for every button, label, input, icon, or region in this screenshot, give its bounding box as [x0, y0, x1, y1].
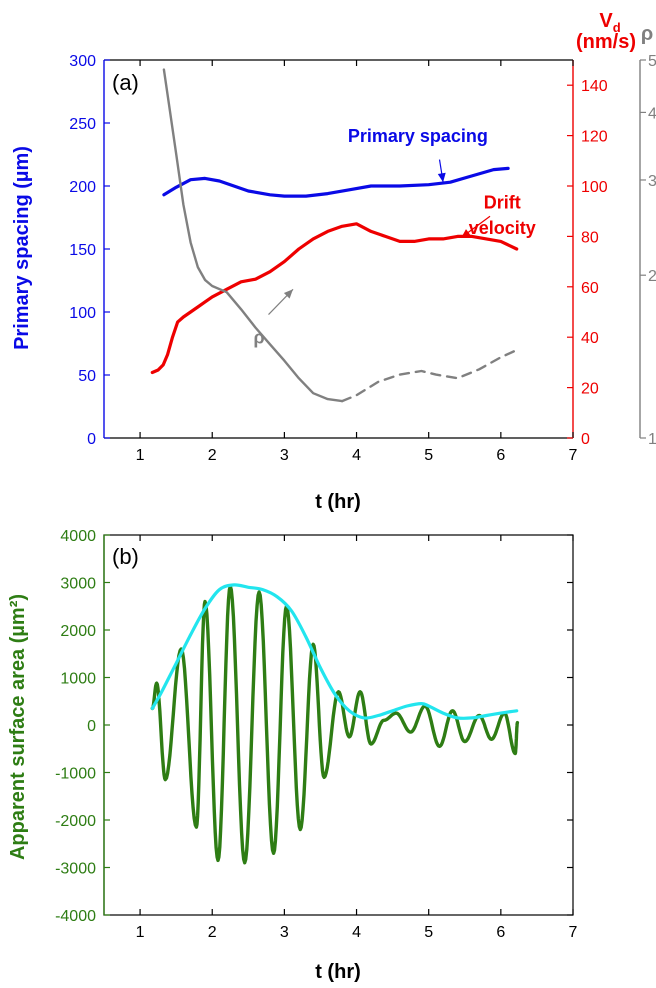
panel-b-y-tick-label: -3000	[55, 861, 96, 878]
panel-a-frame	[103, 59, 641, 439]
panel-b-x-tick-label: 7	[569, 924, 578, 941]
panel-a-rho-tick-label: 5	[648, 53, 656, 70]
annotation-drift-line2-arrowhead	[461, 229, 471, 238]
panel-a-x-tick-label: 1	[136, 447, 145, 464]
annotation-drift-line2: velocity	[469, 218, 536, 238]
vd-subscript: d	[613, 20, 621, 35]
panel-b-x-tick-label: 1	[136, 924, 145, 941]
panel-a-rho-axis-title: ρ	[641, 23, 653, 45]
annotation-primary-spacing-arrowhead	[437, 172, 446, 183]
panel-a-left-tick-label: 100	[69, 305, 96, 322]
vd-main: V	[599, 10, 613, 32]
panel-a-x-tick-label: 4	[352, 447, 361, 464]
panel-b-x-tick-label: 6	[496, 924, 505, 941]
panel-b-series	[150, 583, 520, 865]
panel-a-right-axis-unit: (nm/s)	[576, 31, 636, 53]
panel-b-frame-rect	[103, 534, 574, 916]
panel-a-x-tick-label: 6	[496, 447, 505, 464]
panel-a-left-axis-title: Primary spacing (µm)	[11, 146, 33, 350]
panel-b-y-tick-label: -4000	[55, 908, 96, 925]
series-rho-dashed	[340, 349, 517, 403]
panel-a-right-tick-label: 40	[581, 330, 599, 347]
series-drift	[150, 222, 519, 375]
panel-a-x-tick-label: 2	[208, 447, 217, 464]
panel-a-right-tick-label: 140	[581, 78, 608, 95]
panel-a: 1 2 3 4 5 6 7050100150200250300020406080100120…	[11, 10, 656, 513]
panel-b-x-tick-label: 3	[280, 924, 289, 941]
series-envelope	[150, 583, 519, 720]
panel-a-right-tick-label: 100	[581, 179, 608, 196]
panel-a-ticks: 1 2 3 4 5 6 7050100150200250300020406080100120…	[69, 53, 656, 464]
panel-a-right-tick-label: 60	[581, 280, 599, 297]
annotation-drift-line1: Drift	[484, 193, 521, 213]
annotation-rho-label: ρ	[254, 328, 265, 348]
panel-b-x-axis-title: t (hr)	[315, 961, 361, 983]
series-spacing	[162, 166, 510, 198]
panel-a-rho-tick-label: 3	[648, 173, 656, 190]
panel-a-left-tick-label: 200	[69, 179, 96, 196]
panel-b-x-tick-label: 4	[352, 924, 361, 941]
panel-a-right-tick-label: 0	[581, 431, 590, 448]
panel-a-left-tick-label: 150	[69, 242, 96, 259]
panel-b-y-tick-label: 4000	[60, 528, 96, 545]
panel-b-frame	[103, 534, 574, 916]
panel-b-y-tick-label: 0	[87, 718, 96, 735]
series-surface-area	[150, 584, 520, 865]
panel-a-x-axis-title: t (hr)	[315, 491, 361, 513]
panel-a-rho-tick-label: 2	[648, 268, 656, 285]
panel-b-y-tick-label: -1000	[55, 766, 96, 783]
panel-a-series	[150, 68, 519, 403]
panel-b-x-tick-label: 5	[424, 924, 433, 941]
panel-b-y-axis-title: Apparent surface area (µm²)	[7, 594, 29, 860]
panel-b: 1 2 3 4 5 6 7 -4000 -3000 -2000 -1000 0 1000 2000 3000…	[7, 528, 578, 983]
panel-b-y-tick-label: 2000	[60, 623, 96, 640]
panel-a-right-tick-label: 20	[581, 381, 599, 398]
panel-b-y-tick-label: 3000	[60, 576, 96, 593]
panel-a-x-tick-label: 7	[569, 447, 578, 464]
panel-a-right-axis-title: Vd	[599, 10, 620, 35]
panel-a-left-tick-label: 0	[87, 431, 96, 448]
panel-a-annotations: Primary spacing Drift velocity ρ	[254, 126, 536, 348]
panel-a-label: (a)	[112, 70, 139, 95]
panel-b-y-tick-label: -2000	[55, 813, 96, 830]
panel-b-y-tick-label: 1000	[60, 671, 96, 688]
panel-a-x-tick-label: 5	[424, 447, 433, 464]
panel-a-rho-tick-label: 4	[648, 105, 656, 122]
panel-a-x-tick-label: 3	[280, 447, 289, 464]
panel-b-ticks: 1 2 3 4 5 6 7 -4000 -3000 -2000 -1000 0 1000 2000 3000…	[55, 528, 577, 941]
panel-b-x-tick-label: 2	[208, 924, 217, 941]
annotation-rho-label-arrowhead	[283, 289, 293, 299]
series-rho	[162, 68, 344, 403]
panel-a-left-tick-label: 250	[69, 116, 96, 133]
panel-a-right-tick-label: 80	[581, 229, 599, 246]
annotation-primary-spacing: Primary spacing	[348, 126, 488, 146]
panel-a-rho-tick-label: 1	[648, 431, 656, 448]
panel-a-right-tick-label: 120	[581, 129, 608, 146]
panel-b-label: (b)	[112, 544, 139, 569]
panel-a-left-tick-label: 50	[78, 368, 96, 385]
panel-a-left-tick-label: 300	[69, 53, 96, 70]
